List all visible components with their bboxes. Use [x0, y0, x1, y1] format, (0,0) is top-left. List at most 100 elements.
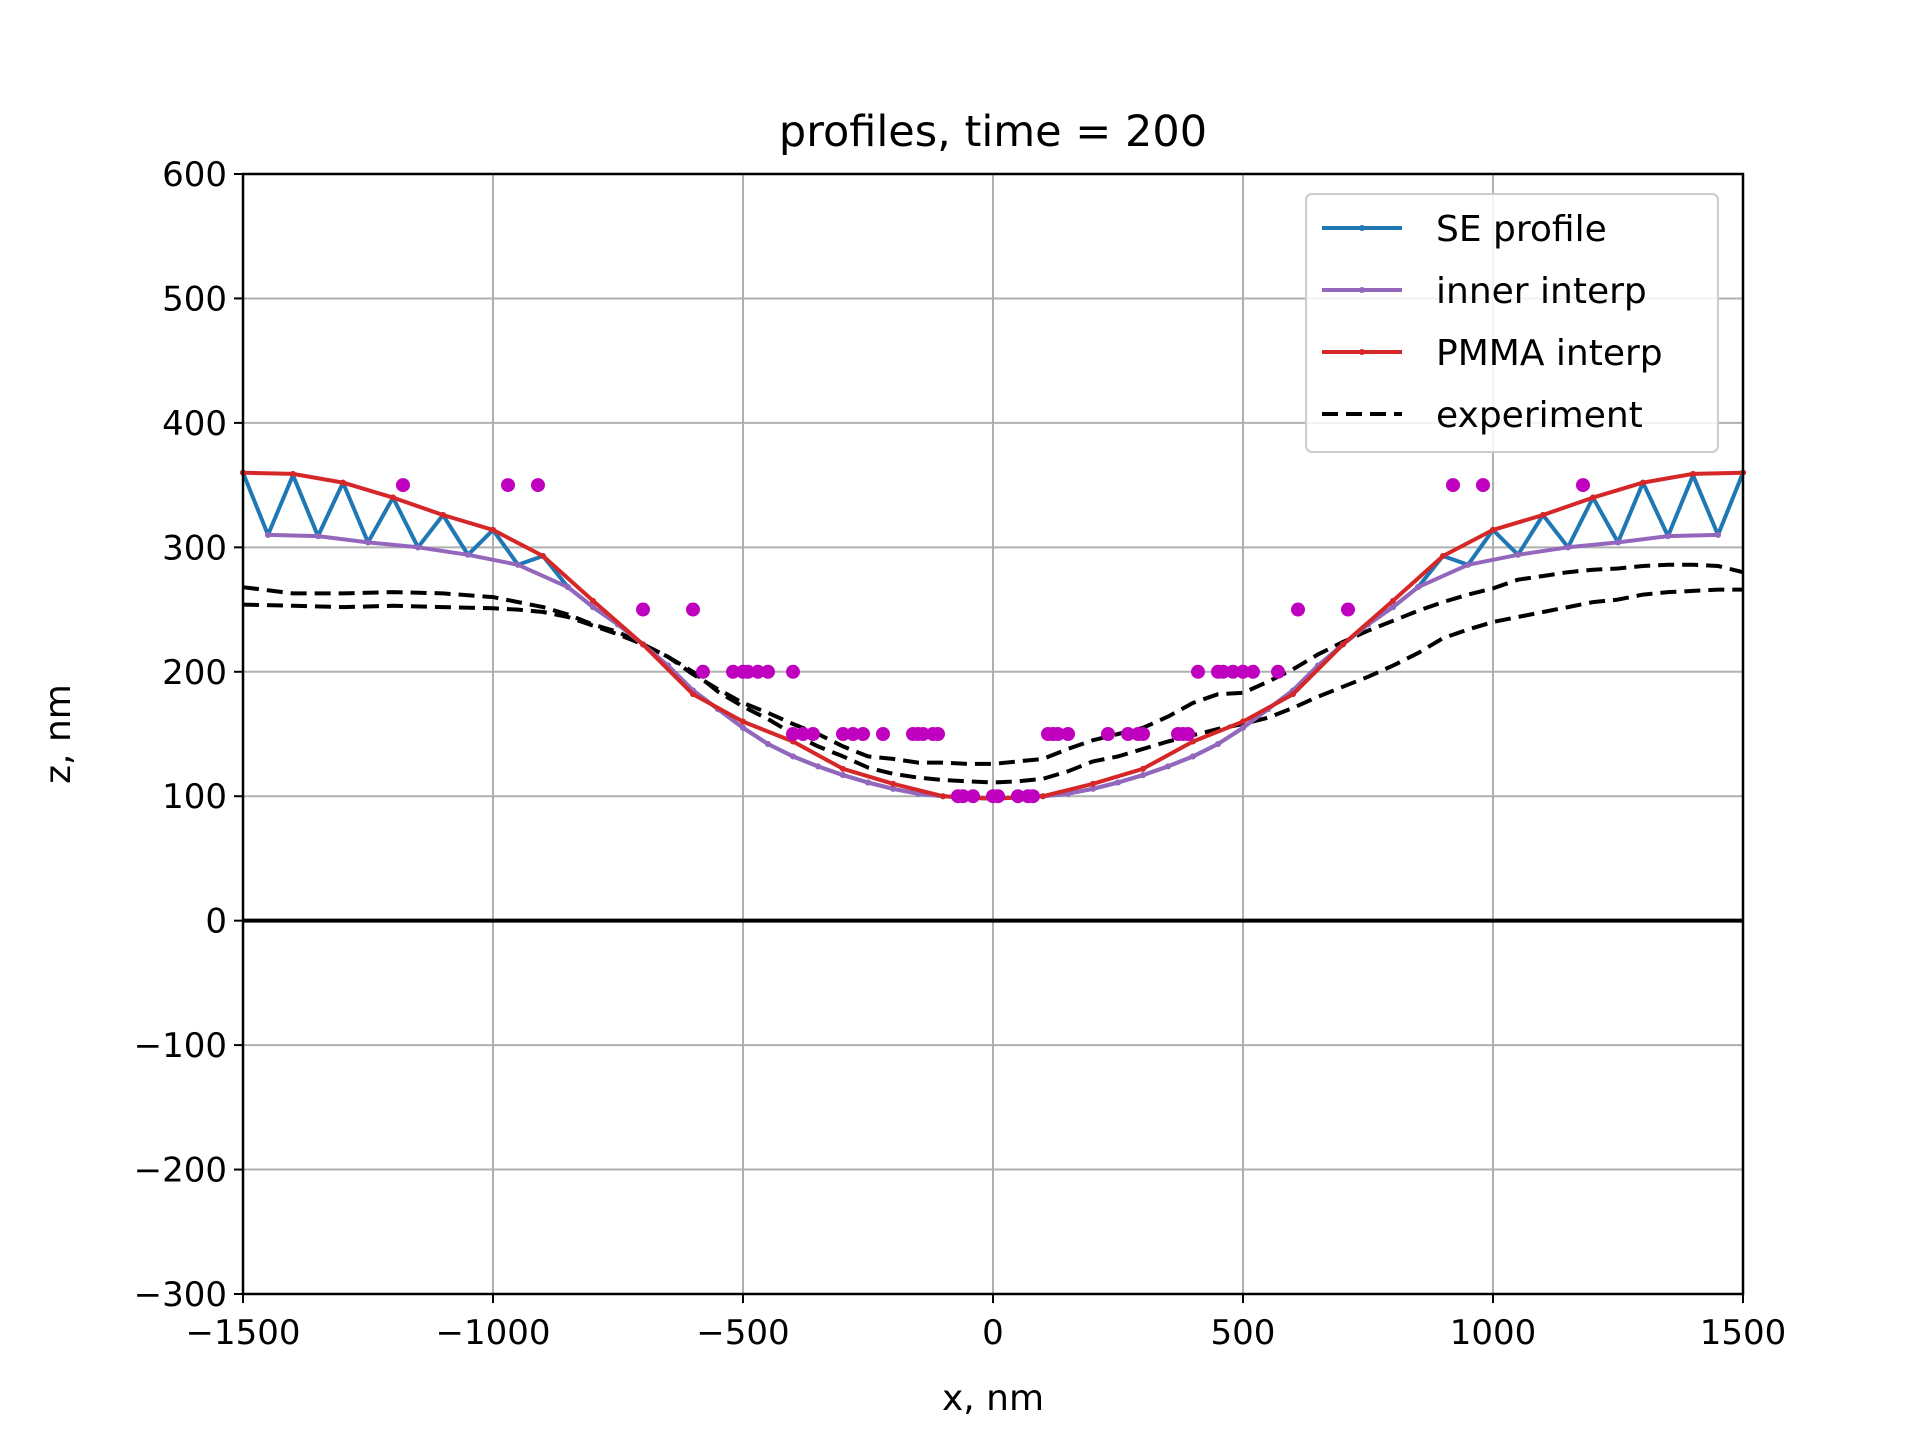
scatter-point [1051, 727, 1065, 741]
x-tick-labels: −1500 −1000 −500 0 500 1000 1500 [185, 1313, 1786, 1353]
inner-interp-marker [415, 544, 421, 551]
y-tick-label: 500 [162, 279, 227, 319]
inner-interp-marker [565, 584, 571, 591]
pmma-interp-marker [1140, 765, 1146, 772]
y-tick-label: 600 [162, 155, 227, 195]
legend-marker-se-profile [1359, 225, 1365, 231]
pmma-interp-marker [1440, 553, 1446, 560]
legend-label-inner-interp: inner interp [1436, 271, 1647, 312]
pmma-interp-marker [590, 597, 596, 604]
scatter-point [1181, 727, 1195, 741]
scatter-point [501, 478, 515, 493]
scatter-point [1446, 478, 1460, 493]
scatter-point [1101, 727, 1115, 741]
inner-interp-marker [1140, 772, 1146, 779]
pmma-interp-marker [1290, 691, 1296, 698]
inner-interp-marker [1215, 740, 1221, 747]
pmma-interp-marker [1540, 511, 1546, 518]
scatter-point [931, 727, 945, 741]
pmma-interp-marker [290, 470, 296, 477]
scatter-point [686, 602, 700, 617]
scatter-point [796, 727, 810, 741]
inner-interp-marker [265, 531, 271, 538]
x-tick-label: 1000 [1450, 1313, 1537, 1353]
x-tick-label: 0 [982, 1313, 1004, 1353]
scatter-point [1291, 602, 1305, 617]
x-tick-label: 500 [1211, 1313, 1276, 1353]
scatter-point [1191, 664, 1205, 679]
scatter-point [806, 727, 820, 741]
scatter-point [1271, 664, 1285, 679]
y-tick-label: −100 [134, 1026, 227, 1066]
scatter-point [1011, 789, 1025, 804]
scatter-point [956, 789, 970, 804]
inner-interp-marker [765, 740, 771, 747]
pmma-interp-marker [1490, 526, 1496, 533]
tick-marks [234, 173, 1744, 1303]
scatter-point [636, 602, 650, 617]
y-tick-label: −300 [134, 1275, 227, 1315]
pmma-interp-marker [1340, 641, 1346, 648]
inner-interp-marker [1415, 584, 1421, 591]
legend-marker-pmma-interp [1359, 349, 1365, 355]
scatter-point [836, 727, 850, 741]
scatter-point [1061, 727, 1075, 741]
inner-interp-marker [1665, 533, 1671, 540]
pmma-interp-marker [1240, 718, 1246, 725]
inner-interp-marker [815, 763, 821, 770]
pmma-interp-marker [390, 494, 396, 501]
scatter-point [1226, 664, 1240, 679]
inner-interp-marker [840, 772, 846, 779]
scatter-point [1121, 727, 1135, 741]
scatter-point [991, 789, 1005, 804]
y-tick-label: 200 [162, 653, 227, 693]
legend-label-pmma-interp: PMMA interp [1436, 333, 1663, 374]
pmma-interp-marker [690, 691, 696, 698]
inner-interp-marker [1090, 785, 1096, 792]
inner-interp-marker [365, 539, 371, 546]
scatter-points [396, 478, 1590, 804]
scatter-point [856, 727, 870, 741]
scatter-point [531, 478, 545, 493]
x-tick-label: −500 [696, 1313, 789, 1353]
inner-interp-marker [1615, 539, 1621, 546]
legend-box [1305, 193, 1719, 453]
chart-title: profiles, time = 200 [779, 107, 1207, 157]
pmma-interp-marker [840, 765, 846, 772]
inner-interp-marker [1390, 604, 1396, 611]
y-tick-label: −200 [134, 1151, 227, 1191]
pmma-interp-marker [1690, 470, 1696, 477]
inner-interp-marker [865, 779, 871, 786]
inner-interp-marker [465, 551, 471, 558]
scatter-point [1136, 727, 1150, 741]
inner-interp-marker [590, 604, 596, 611]
x-tick-label: −1000 [435, 1313, 550, 1353]
legend: SE profile inner interp PMMA interp expe… [1305, 193, 1719, 453]
pmma-interp-marker [1390, 597, 1396, 604]
pmma-interp-marker [740, 718, 746, 725]
legend-marker-inner-interp [1359, 287, 1365, 293]
inner-interp-marker [890, 785, 896, 792]
scatter-point [1236, 664, 1250, 679]
scatter-point [696, 664, 710, 679]
inner-interp-marker [740, 724, 746, 731]
experiment-line-2 [242, 587, 1743, 785]
scatter-point [916, 727, 930, 741]
scatter-point [726, 664, 740, 679]
inner-interp-marker [790, 753, 796, 760]
pmma-interp-marker [1640, 479, 1646, 486]
scatter-point [1026, 789, 1040, 804]
pmma-interp-marker [440, 511, 446, 518]
pmma-interp-marker [490, 526, 496, 533]
scatter-point [1576, 478, 1590, 493]
inner-interp-marker [1165, 763, 1171, 770]
pmma-interp-marker [1590, 494, 1596, 501]
scatter-point [786, 664, 800, 679]
inner-interp-marker [1715, 531, 1721, 538]
scatter-point [1246, 664, 1260, 679]
scatter-point [761, 664, 775, 679]
inner-interp-marker [1190, 753, 1196, 760]
y-axis-label: z, nm [38, 684, 79, 784]
scatter-point [846, 727, 860, 741]
scatter-point [1216, 664, 1230, 679]
